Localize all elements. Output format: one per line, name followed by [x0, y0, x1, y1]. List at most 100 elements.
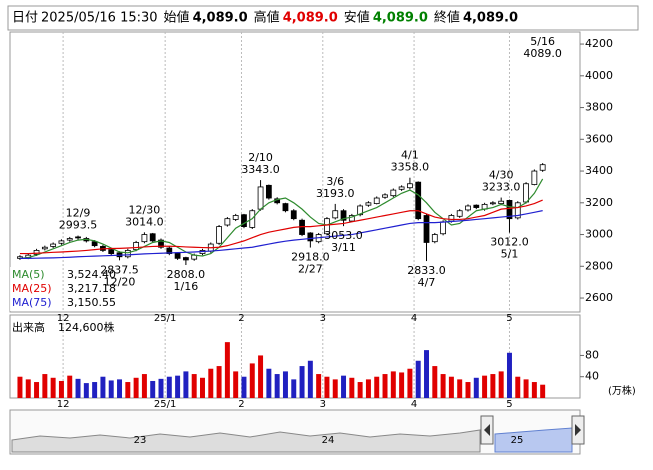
volume-bar	[399, 372, 405, 398]
candle-body	[398, 186, 405, 190]
navigator-label: 25	[511, 435, 524, 446]
candle-body	[357, 205, 364, 216]
annotation-price: 3233.0	[482, 181, 521, 194]
volume-tick-label: 80	[585, 348, 599, 361]
y-tick-label: 2800	[585, 259, 613, 272]
volume-bar	[274, 374, 280, 398]
volume-unit: (万株)	[608, 384, 636, 397]
field-label: 高値	[254, 10, 280, 26]
y-tick-label: 3800	[585, 101, 613, 114]
candle-body	[332, 210, 339, 219]
volume-bar	[150, 380, 156, 398]
candle-body	[498, 200, 505, 204]
volume-bar	[42, 374, 48, 398]
header-box	[7, 5, 639, 31]
price-panel	[9, 31, 581, 313]
candle-body	[66, 238, 73, 241]
volume-bar	[374, 376, 380, 398]
volume-bar	[390, 371, 396, 398]
volume-bar	[108, 380, 114, 398]
field-label: 終値	[434, 10, 460, 26]
annotation-date: 5/1	[501, 248, 519, 261]
x-tick-label: 3	[320, 313, 326, 324]
annotation-price: 2837.5	[100, 263, 139, 276]
volume-bar	[17, 376, 23, 398]
candle-body	[149, 233, 156, 242]
volume-bar	[307, 360, 313, 398]
field-value: 4,089.0	[283, 11, 338, 26]
volume-bar	[58, 380, 64, 398]
annotation-price: 3193.0	[316, 187, 355, 200]
volume-bar	[224, 342, 230, 398]
volume-bar	[125, 382, 131, 398]
volume-bar	[324, 376, 330, 398]
candle-body	[91, 241, 98, 247]
volume-bar	[282, 371, 288, 398]
volume-bar	[258, 355, 264, 398]
annotation-price: 3012.0	[490, 236, 529, 249]
annotation-date: 12/20	[104, 275, 136, 288]
candle-body	[290, 210, 297, 220]
volume-bar	[440, 374, 446, 398]
candle-body	[224, 218, 231, 226]
arrow	[575, 424, 581, 436]
candle-body	[431, 234, 438, 243]
volume-bar	[291, 379, 297, 398]
volume-bar	[299, 366, 305, 398]
x-tick-label: 5	[506, 399, 512, 410]
candle-body	[423, 215, 430, 243]
candle-body	[448, 215, 455, 222]
candle-body	[440, 221, 446, 235]
volume-bar	[117, 379, 123, 398]
candle-body	[141, 234, 148, 243]
volume-bar	[473, 377, 479, 398]
candle-body	[365, 202, 372, 206]
ma-line	[19, 210, 543, 259]
y-tick-label: 3000	[585, 228, 613, 241]
y-tick-label: 3600	[585, 132, 613, 145]
volume-bar	[515, 376, 521, 398]
candle-body	[241, 214, 247, 228]
volume-bar	[316, 374, 322, 398]
volume-bar	[175, 375, 181, 398]
candle-body	[382, 194, 388, 198]
y-tick-label: 4200	[585, 37, 613, 50]
annotation-date: 4/7	[418, 276, 436, 289]
annotation-price: 3014.0	[125, 215, 164, 228]
x-tick-label: 4	[411, 313, 417, 324]
candle-body	[265, 184, 272, 199]
volume-bar	[216, 366, 222, 398]
volume-bar	[498, 371, 504, 398]
candle-body	[523, 183, 529, 203]
candle-body	[456, 210, 463, 217]
annotation-date: 3/6	[326, 175, 344, 188]
candle-body	[75, 236, 81, 239]
volume-bar	[357, 382, 363, 398]
candle-body	[33, 250, 40, 255]
volume-bar	[233, 371, 239, 398]
annotation-date: 4/1	[401, 149, 419, 162]
candle-body	[299, 219, 305, 235]
candle-body	[41, 246, 48, 250]
legend-value: 3,150.55	[67, 296, 116, 309]
x-tick-label: 4	[411, 399, 417, 410]
volume-bar	[100, 376, 106, 398]
annotation-date: 12/30	[129, 203, 161, 216]
candle-body	[473, 204, 480, 208]
candle-body	[216, 226, 222, 244]
ma-legend-box	[10, 267, 118, 311]
volume-bar	[424, 350, 429, 398]
volume-bar	[407, 368, 413, 398]
x-tick-label: 3	[320, 399, 326, 410]
volume-bar	[540, 384, 546, 398]
x-tick-label: 2	[238, 313, 244, 324]
legend-name: MA(75)	[12, 296, 52, 309]
annotation-price: 4089.0	[523, 47, 562, 60]
volume-bar	[332, 379, 338, 398]
volume-total: 124,600株	[58, 320, 115, 334]
candle-body	[340, 210, 347, 221]
annotation-date: 12/9	[66, 207, 91, 220]
annotation-price: 3358.0	[391, 161, 430, 174]
